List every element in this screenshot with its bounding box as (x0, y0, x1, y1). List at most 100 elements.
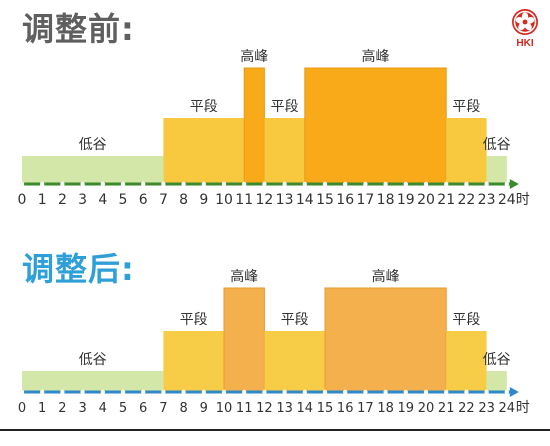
axis-tick-dot (423, 389, 429, 395)
tick-label: 15 (316, 192, 334, 208)
tick-label: 14 (297, 401, 314, 416)
axis-tick-dot (444, 389, 449, 395)
axis-tick-dot (484, 181, 489, 187)
tick-label: 16 (337, 401, 354, 416)
period-block (163, 331, 224, 392)
axis-tick-dot (302, 181, 307, 187)
axis-tick-dot (262, 389, 267, 395)
tick-label: 19 (398, 401, 415, 416)
tick-label: 21 (438, 401, 455, 416)
axis-tick-dot (19, 389, 25, 395)
hour-unit-label: 时 (516, 400, 530, 416)
tick-label: 16 (336, 192, 354, 208)
period-label: 高峰 (240, 48, 268, 65)
period-block (223, 287, 265, 393)
tick-label: 24 (498, 192, 516, 208)
tick-label: 8 (179, 192, 188, 208)
period-block (446, 118, 487, 184)
tick-label: 6 (139, 192, 148, 208)
axis-tick-dot (80, 389, 85, 395)
axis-tick-dot (141, 389, 146, 395)
axis-arrow-icon (509, 387, 519, 397)
tick-label: 13 (276, 401, 293, 416)
title-before-adjustment: 调整前: (22, 10, 135, 48)
title-after-adjustment: 调整后: (22, 250, 135, 288)
axis-tick-dot (100, 181, 106, 187)
period-block (22, 371, 164, 392)
tick-label: 23 (478, 192, 496, 208)
axis-tick-dot (221, 181, 227, 187)
axis-tick-dot (383, 181, 388, 187)
tick-label: 8 (179, 401, 187, 416)
axis-tick-dot (302, 389, 307, 395)
tick-label: 13 (276, 192, 294, 208)
tick-label: 2 (58, 192, 67, 208)
period-block (324, 287, 447, 393)
axis-tick-dot (403, 389, 408, 395)
tick-label: 2 (58, 401, 66, 416)
period-label: 低谷 (483, 352, 511, 368)
period-block (243, 67, 265, 185)
tick-label: 4 (98, 192, 107, 208)
tick-label: 18 (377, 192, 395, 208)
tick-label: 11 (235, 192, 253, 208)
period-block (22, 156, 164, 184)
axis-tick-dot (363, 181, 368, 187)
axis-tick-dot (201, 389, 206, 395)
tick-label: 6 (139, 401, 147, 416)
tick-label: 22 (458, 401, 475, 416)
tick-label: 19 (397, 192, 415, 208)
period-label: 低谷 (79, 137, 107, 153)
axis-tick-dot (161, 181, 166, 187)
axis-tick-dot (40, 181, 45, 187)
axis-tick-dot (484, 389, 489, 395)
axis-tick-dot (120, 389, 126, 395)
axis-tick-dot (19, 181, 25, 187)
tick-label: 1 (38, 401, 46, 416)
period-label: 高峰 (372, 268, 400, 285)
axis-tick-dot (40, 389, 45, 395)
axis-tick-dot (343, 181, 348, 187)
axis-tick-dot (322, 181, 328, 187)
axis-tick-dot (343, 389, 348, 395)
period-label: 平段 (271, 99, 299, 115)
axis-tick-dot (383, 389, 388, 395)
axis-tick-dot (141, 181, 146, 187)
tick-label: 24 (499, 401, 516, 416)
tick-label: 0 (18, 192, 27, 208)
axis-tick-dot (504, 181, 509, 187)
tick-label: 17 (356, 192, 374, 208)
axis-tick-dot (464, 389, 469, 395)
tick-label: 3 (78, 401, 86, 416)
tick-label: 18 (377, 401, 394, 416)
period-block (163, 118, 245, 184)
tick-label: 23 (478, 401, 495, 416)
tick-label: 10 (216, 401, 233, 416)
period-block (486, 156, 507, 184)
tick-label: 21 (437, 192, 455, 208)
axis-tick-dot (181, 181, 186, 187)
tick-label: 9 (200, 401, 208, 416)
tick-label: 10 (215, 192, 233, 208)
period-label: 平段 (180, 312, 208, 328)
tick-label: 0 (18, 401, 26, 416)
tick-label: 20 (418, 401, 435, 416)
period-label: 低谷 (79, 352, 107, 368)
tick-label: 1 (38, 192, 47, 208)
tick-label: 15 (317, 401, 334, 416)
axis-tick-dot (161, 389, 166, 395)
tick-label: 3 (78, 192, 87, 208)
tick-label: 12 (255, 192, 273, 208)
tick-label: 5 (119, 401, 127, 416)
axis-tick-dot (242, 181, 247, 187)
axis-tick-dot (444, 181, 449, 187)
period-block (264, 331, 325, 392)
axis-tick-dot (120, 181, 126, 187)
axis-tick-dot (60, 181, 65, 187)
axis-tick-dot (221, 389, 227, 395)
tick-label: 14 (296, 192, 314, 208)
axis-tick-dot (403, 181, 408, 187)
